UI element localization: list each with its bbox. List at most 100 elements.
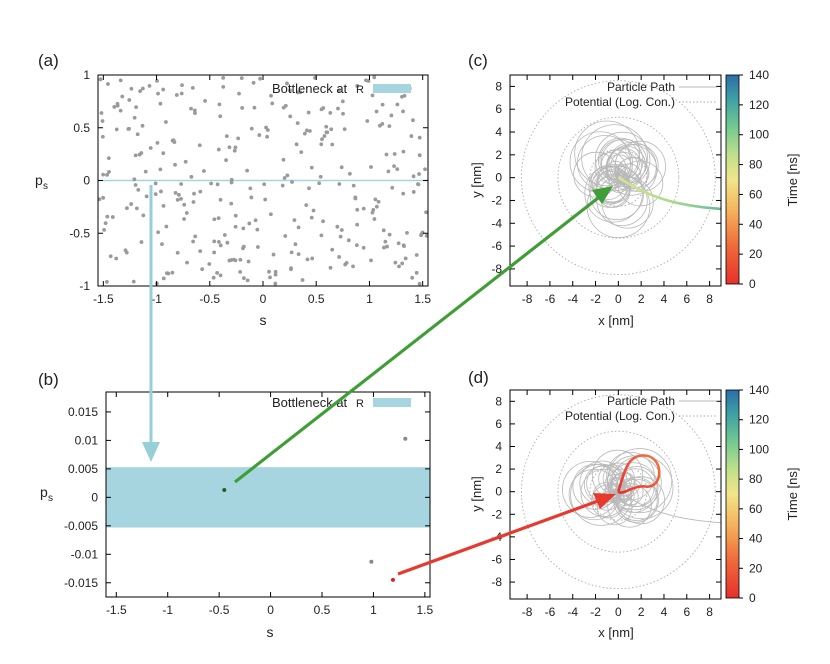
scatter-point (190, 86, 195, 90)
c-xtick-label: -4 (567, 292, 578, 306)
scatter-point (419, 233, 423, 238)
scatter-point (340, 99, 345, 104)
potential-contour (557, 116, 680, 239)
scatter-point (222, 233, 227, 237)
scatter-point (118, 78, 123, 83)
scatter-point (262, 182, 267, 187)
scatter-point (271, 252, 276, 257)
scatter-point (200, 267, 205, 272)
d-xtick-label: 8 (706, 605, 713, 619)
scatter-point (198, 249, 203, 254)
arrow-red-b-to-d (397, 493, 616, 576)
scatter-point (347, 171, 352, 176)
scatter-point (106, 82, 110, 86)
scatter-point (131, 279, 136, 284)
scatter-point (355, 207, 360, 212)
scatter-point (324, 124, 329, 129)
scatter-point (231, 257, 236, 262)
scatter-point (161, 151, 166, 156)
connector-arrows (142, 185, 616, 576)
path-loop (597, 137, 644, 184)
scatter-point (329, 127, 334, 132)
scatter-point (139, 151, 144, 155)
scatter-point (191, 200, 196, 204)
scatter-point (193, 111, 197, 115)
scatter-point (383, 239, 388, 244)
scatter-point (280, 183, 285, 188)
scatter-point (309, 215, 314, 220)
scatter-point (161, 87, 166, 92)
scatter-point (174, 93, 179, 97)
scatter-point (240, 106, 245, 110)
panel-d-colorbar-label: Time [ns] (785, 468, 800, 521)
scatter-point (337, 88, 341, 93)
a-xtick-label: -1.5 (93, 292, 114, 306)
scatter-point (160, 242, 164, 247)
scatter-point (263, 197, 268, 202)
panel-a-legend: Bottleneck at R (272, 81, 411, 96)
path-loop (617, 156, 650, 189)
scatter-point (306, 110, 311, 115)
scatter-point (281, 157, 286, 162)
d-xtick-label: 4 (661, 605, 668, 619)
panel-a-legend-label: Bottleneck at (272, 81, 348, 96)
scatter-point (216, 240, 221, 244)
scatter-point (212, 239, 217, 244)
scatter-point (189, 174, 194, 179)
scatter-point (411, 190, 416, 194)
scatter-point (390, 185, 395, 190)
colorbar-tick-label: 80 (749, 158, 763, 172)
panel-a-scatter-points (98, 75, 428, 286)
panel-a-label: (a) (38, 51, 59, 70)
scatter-point (191, 239, 196, 244)
scatter-point (153, 192, 158, 197)
scatter-point (267, 269, 271, 274)
scatter-point (402, 244, 406, 249)
scatter-point (403, 256, 408, 261)
colorbar-tick-label: 100 (749, 442, 769, 456)
colorbar-tick-label: 40 (749, 217, 763, 231)
scatter-point (224, 158, 228, 163)
a-xtick-label: 0 (260, 292, 267, 306)
scatter-point (307, 186, 311, 191)
c-xtick-label: -6 (545, 292, 556, 306)
scatter-point (424, 210, 428, 215)
b-ytick-label: -0.015 (64, 576, 98, 590)
a-ytick-label: 1 (83, 68, 90, 82)
path-loop (580, 468, 629, 517)
scatter-point (253, 218, 258, 223)
scatter-point (132, 115, 137, 120)
scatter-point (417, 172, 421, 176)
scatter-point (320, 137, 324, 142)
panel-c-x-axis: -8 -6 -4 -2 0 2 4 6 8 (522, 75, 713, 306)
panel-c-legend-path: Particle Path (607, 80, 675, 94)
scatter-point (288, 114, 293, 119)
d-ytick-label: 6 (495, 417, 502, 431)
b-ytick-label: -0.005 (64, 519, 98, 533)
scatter-point (369, 258, 373, 263)
scatter-point (339, 165, 344, 170)
panel-c-colorbar-label: Time [ns] (785, 154, 800, 207)
b-xtick-label: 0.5 (314, 603, 331, 617)
scatter-point (318, 174, 323, 179)
scatter-point (218, 114, 223, 119)
panel-a: (a) -1.5 -1 -0.5 0 0.5 1 1.5 -1-0.500.51 s p s… (35, 51, 431, 328)
scatter-point (135, 132, 140, 137)
scatter-point (342, 127, 347, 132)
panel-d-xlabel: x [nm] (598, 625, 633, 640)
scatter-point (381, 228, 386, 233)
b-ytick-label: 0 (91, 490, 98, 504)
scatter-point (192, 108, 197, 113)
scatter-point (376, 199, 381, 204)
scatter-point (159, 189, 163, 194)
scatter-point (392, 152, 397, 156)
panel-c-frame (509, 74, 722, 287)
scatter-point (233, 213, 238, 218)
scatter-point (218, 197, 223, 202)
scatter-point (225, 240, 230, 245)
scatter-point (257, 133, 262, 137)
scatter-point (269, 93, 273, 98)
scatter-point (341, 111, 345, 116)
scatter-point (387, 124, 392, 129)
scatter-point (411, 174, 416, 179)
